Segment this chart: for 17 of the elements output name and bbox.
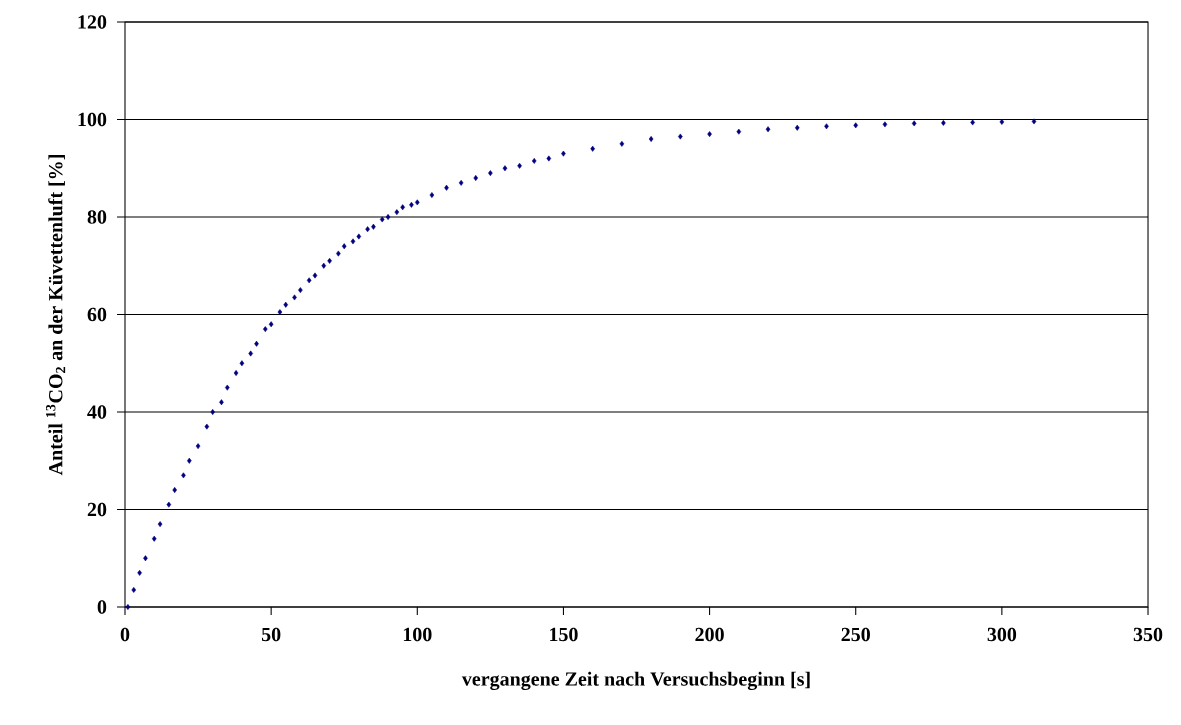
y-axis-title: Anteil $^{13}$CO$_{2}$ an der Küvettenluft [%]: [46, 155, 66, 476]
y-tick-label: 100: [78, 112, 107, 127]
x-tick-label: 50: [261, 627, 281, 642]
x-tick-label: 100: [403, 627, 432, 642]
y-tick-label: 20: [87, 502, 107, 517]
x-tick-label: 300: [987, 627, 1017, 642]
x-tick-label: 200: [695, 627, 724, 642]
y-tick-label: 40: [87, 405, 107, 419]
y-tick-label: 120: [78, 15, 107, 29]
x-tick-label: 250: [841, 627, 870, 642]
x-axis-title: vergangene Zeit nach Versuchsbeginn [s]: [461, 671, 810, 690]
y-tick-label: 0: [97, 600, 107, 614]
y-tick-label: 80: [87, 210, 107, 224]
x-tick-label: 150: [550, 627, 578, 642]
x-tick-label: 350: [1133, 627, 1163, 642]
x-tick-label: 0: [120, 627, 130, 642]
y-tick-label: 60: [87, 307, 107, 322]
